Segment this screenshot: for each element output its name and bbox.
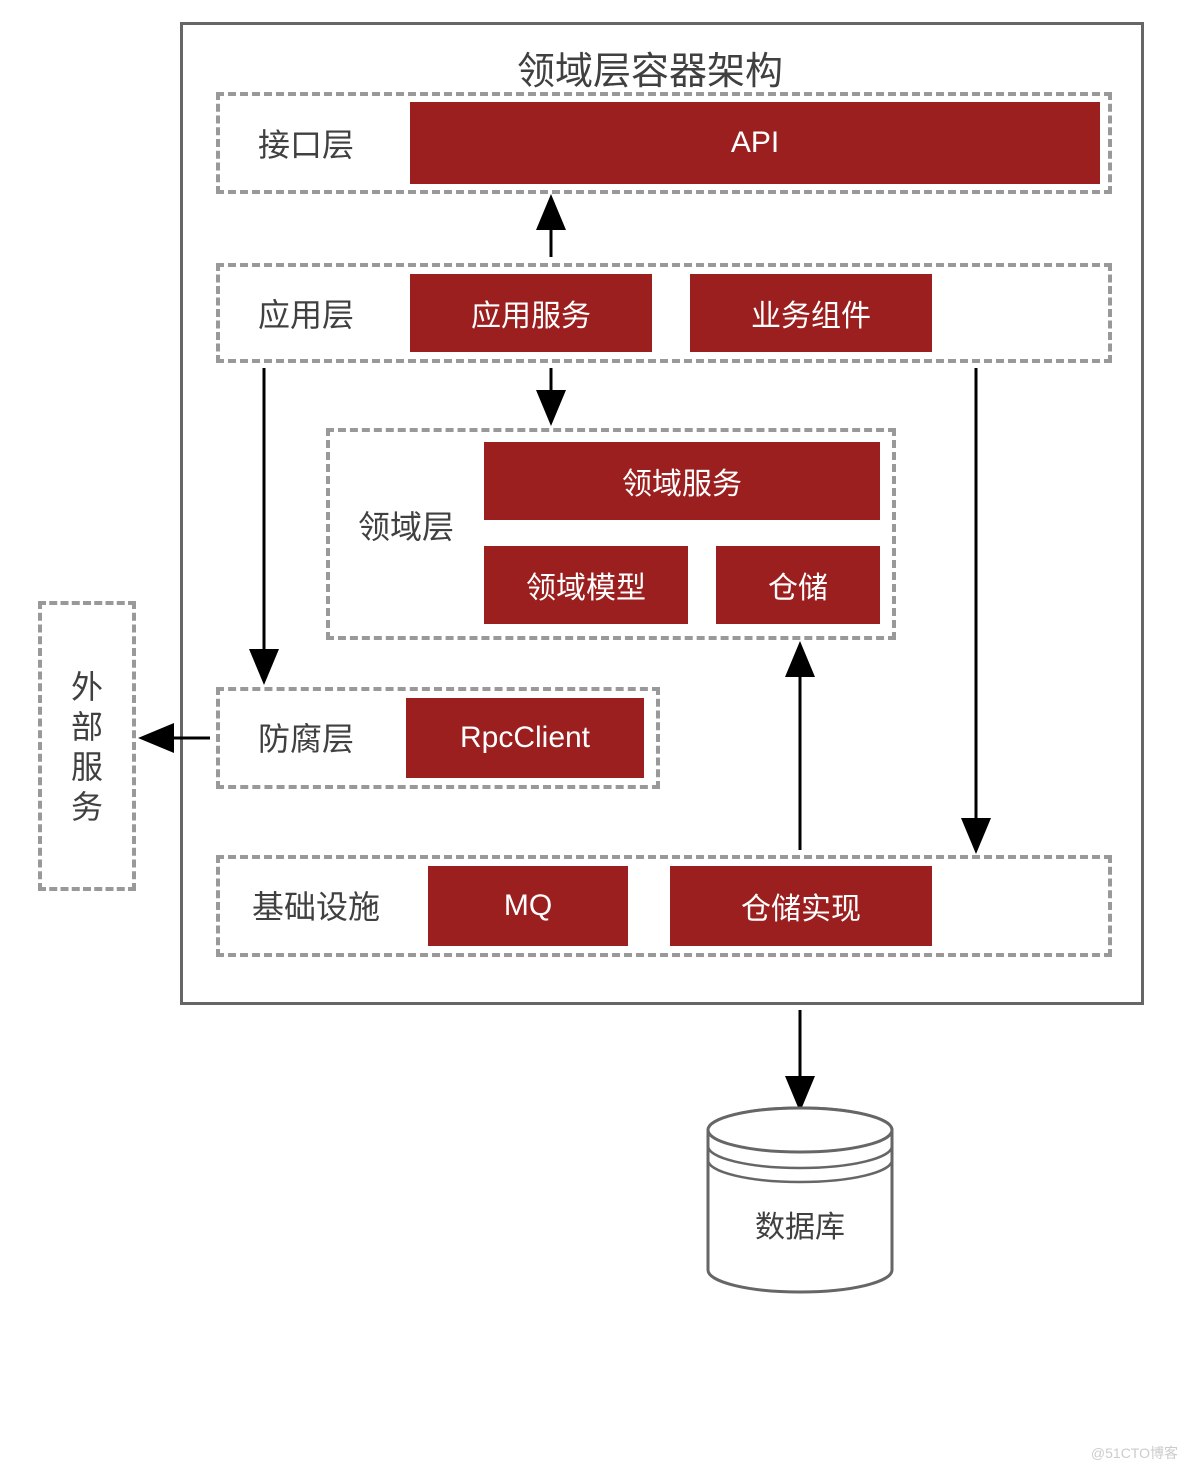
acl-layer-label: 防腐层 — [236, 712, 376, 762]
domain-service-box: 领域服务 — [484, 442, 880, 520]
infra-layer-label: 基础设施 — [236, 880, 396, 930]
biz-component-box: 业务组件 — [690, 274, 932, 352]
external-service-label: 外部服务 — [60, 650, 110, 850]
interface-layer-label: 接口层 — [236, 118, 376, 168]
api-box: API — [410, 102, 1100, 184]
repository-box: 仓储 — [716, 546, 880, 624]
application-layer-label: 应用层 — [236, 288, 376, 338]
database-label: 数据库 — [740, 1202, 860, 1246]
rpc-client-box: RpcClient — [406, 698, 644, 778]
repo-impl-box: 仓储实现 — [670, 866, 932, 946]
mq-box: MQ — [428, 866, 628, 946]
diagram-canvas: 领域层容器架构 外部服务 接口层 API 应用层 应用服务 业务组件 领域层 领… — [0, 0, 1184, 1469]
database-icon — [708, 1108, 892, 1292]
diagram-title: 领域层容器架构 — [400, 40, 900, 95]
domain-layer-label: 领域层 — [346, 500, 466, 550]
app-service-box: 应用服务 — [410, 274, 652, 352]
domain-model-box: 领域模型 — [484, 546, 688, 624]
watermark-text: @51CTO博客 — [1091, 1443, 1178, 1463]
